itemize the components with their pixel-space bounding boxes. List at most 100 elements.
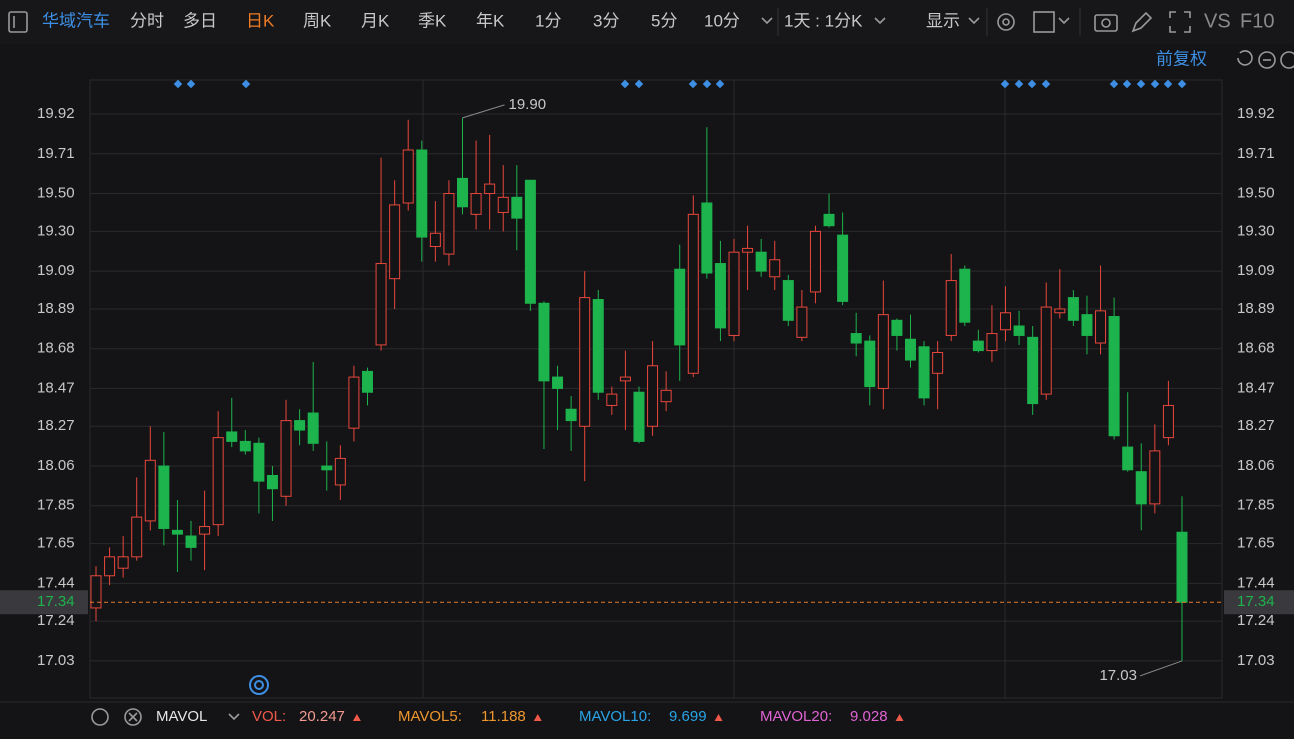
y2-tick-label: 17.65 [1237,535,1275,552]
candle-body [253,442,265,482]
period-tab[interactable]: 季K [418,11,447,30]
y2-tick-label: 19.09 [1237,262,1275,279]
period-tab[interactable]: 日K [246,11,275,30]
period-tab[interactable]: 3分 [593,11,619,30]
annotation-leader [1139,660,1183,677]
display-menu[interactable]: 显示 [926,11,960,30]
candle-body [1040,306,1052,395]
candle-body [429,232,441,248]
candle-body [986,333,998,352]
candle-body [742,247,754,253]
y2-tick-label: 18.47 [1237,379,1275,396]
indicator-settings[interactable] [91,708,109,726]
y2-tick-label: 18.06 [1237,457,1275,474]
period-tab[interactable]: 多日 [183,11,217,30]
candle-body [864,340,876,388]
candle-body [837,234,849,302]
more-chevron[interactable] [761,17,773,25]
y-tick-label: 17.65 [37,535,75,552]
indicator-value: 20.247 [299,708,345,725]
candle-body [307,412,319,444]
indicator-label: MAVOL5: [398,708,462,725]
candle-body [389,204,401,280]
y-tick-label: 18.68 [37,340,75,357]
candle-body [959,268,971,323]
indicator-name[interactable]: MAVOL [156,708,207,725]
candle-body [524,179,536,304]
indicator-close[interactable] [124,708,142,726]
candle-body [714,263,726,329]
candle-body [117,556,129,569]
candle-body [185,535,197,548]
adjust-button[interactable]: 前复权 [1156,49,1207,68]
period-tab[interactable]: 周K [303,11,332,30]
candle-body [1067,297,1079,321]
indicator-value: 9.028 [850,708,888,725]
candle-body [891,319,903,336]
period-tab[interactable]: 年K [476,11,505,30]
stock-name[interactable]: 华域汽车 [42,11,110,30]
reset-icon[interactable] [1237,50,1253,66]
candle-body [457,177,469,208]
candle-body [1149,450,1161,505]
candle-body [904,338,916,361]
period-tab[interactable]: 月K [361,11,390,30]
y2-tick-label: 17.03 [1237,652,1275,669]
candle-body [239,440,251,452]
sidebar-toggle[interactable] [8,11,28,33]
candle-body [701,202,713,274]
camera-icon[interactable] [1094,14,1118,32]
candle-body [361,370,373,393]
indicator-close-x [128,712,138,722]
last-price-label: 17.34 [37,593,75,610]
plot-frame [89,79,1223,699]
candle-body [579,297,591,427]
candle-body [945,280,957,336]
y2-tick-label: 18.68 [1237,340,1275,357]
candle-body [402,149,414,204]
last-price-tag [0,590,88,615]
candle-body [755,251,767,272]
y-tick-label: 19.09 [37,262,75,279]
f10-button[interactable]: F10 [1240,10,1274,32]
q-icon[interactable] [249,675,269,695]
candle-body [932,351,944,374]
period-tab[interactable]: 5分 [651,11,677,30]
annotation-label: 19.90 [509,96,547,113]
last-price-label: 17.34 [1237,593,1275,610]
candle-body [687,213,699,374]
candle-body [90,575,102,609]
display-chevron [968,17,980,25]
y2-tick-label: 19.92 [1237,105,1275,122]
y-tick-label: 17.85 [37,497,75,514]
candle-body [484,183,496,195]
zoom-in-icon[interactable] [1280,51,1294,69]
y-tick-label: 19.92 [37,105,75,122]
y-tick-label: 18.27 [37,417,75,434]
candle-body [280,420,292,497]
annotation-label: 17.03 [1099,667,1137,684]
vs-button[interactable]: VS [1204,10,1231,32]
y-tick-label: 18.06 [37,457,75,474]
zoom-out-icon[interactable] [1258,51,1276,69]
y2-tick-label: 19.30 [1237,222,1275,239]
candle-body [416,149,428,238]
candle-body [321,465,333,471]
candle-body [212,437,224,526]
candle-body [131,516,143,558]
toolbar-bg [0,0,1294,44]
pencil-icon[interactable] [1131,11,1153,33]
settings-icon[interactable] [997,13,1015,31]
fullscreen-icon[interactable] [1169,11,1191,33]
period-tab[interactable]: 分时 [130,11,164,30]
trend-arrow [352,714,361,721]
candle-body [565,408,577,422]
y2-tick-label: 19.50 [1237,185,1275,202]
indicator-value: 9.699 [669,708,707,725]
period-tab[interactable]: 10分 [704,11,740,30]
layout-icon[interactable] [1033,11,1055,33]
interval[interactable]: 1天 : 1分K [784,11,863,30]
candle-body [199,526,211,535]
period-tab[interactable]: 1分 [535,11,561,30]
trend-arrow [533,714,542,721]
